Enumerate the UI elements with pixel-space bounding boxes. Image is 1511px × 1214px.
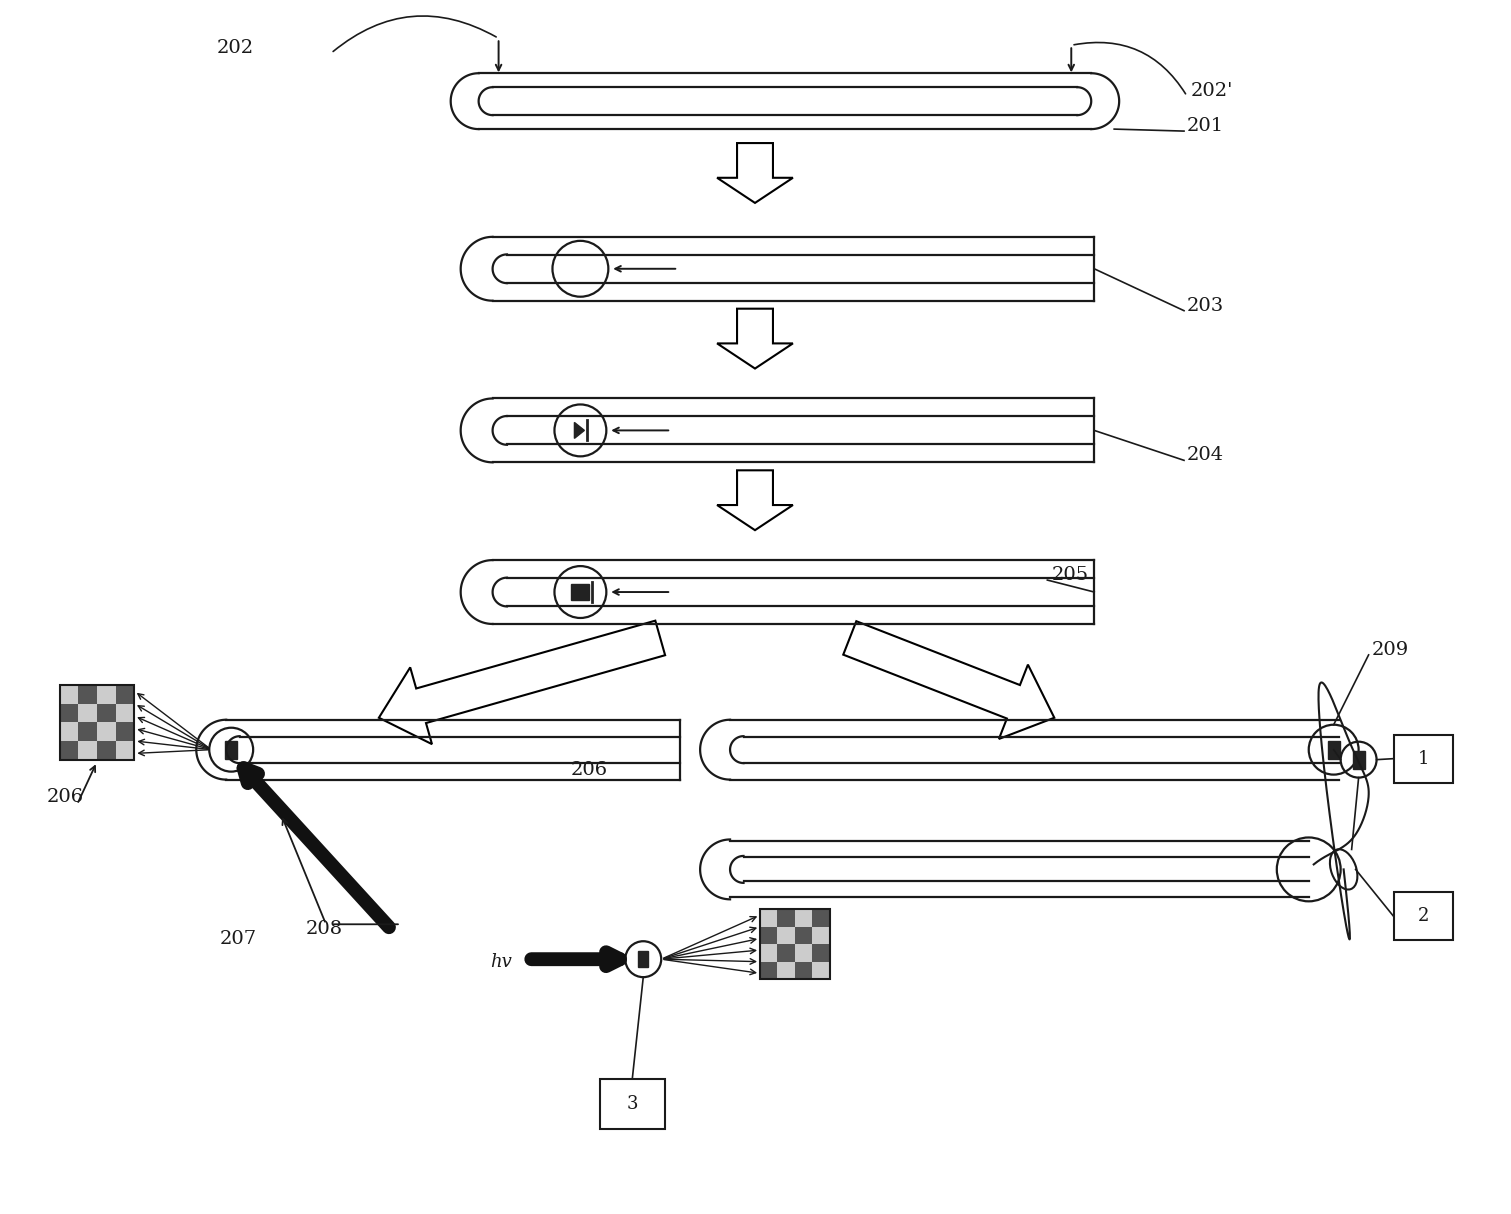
Polygon shape	[843, 622, 1055, 739]
Bar	[225, 741, 237, 759]
Bar	[760, 961, 778, 980]
Bar	[116, 722, 134, 741]
Bar	[59, 704, 79, 722]
Bar	[813, 909, 830, 926]
Bar	[116, 685, 134, 704]
Bar	[116, 704, 134, 722]
Bar	[97, 685, 116, 704]
Bar	[571, 584, 589, 600]
Bar	[59, 685, 79, 704]
Bar	[778, 944, 795, 961]
Bar	[97, 741, 116, 760]
Bar	[760, 909, 830, 980]
Text: 202: 202	[216, 39, 254, 57]
Text: hv: hv	[491, 953, 512, 971]
Bar	[1328, 741, 1340, 759]
Bar	[795, 909, 813, 926]
Bar	[778, 961, 795, 980]
Text: 208: 208	[307, 920, 343, 938]
Bar	[1393, 892, 1454, 940]
Polygon shape	[718, 143, 793, 203]
Text: 3: 3	[627, 1095, 639, 1113]
Text: 201: 201	[1188, 117, 1224, 135]
Bar	[778, 926, 795, 944]
Polygon shape	[574, 422, 585, 438]
Bar	[79, 741, 97, 760]
Bar	[79, 685, 97, 704]
Bar	[638, 952, 648, 968]
Bar	[813, 926, 830, 944]
Bar	[97, 704, 116, 722]
Polygon shape	[718, 308, 793, 369]
Bar	[813, 961, 830, 980]
Bar	[813, 944, 830, 961]
Bar	[778, 909, 795, 926]
Bar	[1393, 734, 1454, 783]
Bar	[1352, 750, 1364, 768]
Bar	[795, 944, 813, 961]
Text: 2: 2	[1417, 907, 1429, 925]
Bar	[760, 926, 778, 944]
Bar	[79, 704, 97, 722]
Text: 209: 209	[1372, 641, 1408, 659]
Text: 202': 202'	[1191, 83, 1233, 101]
Polygon shape	[379, 620, 665, 744]
Bar	[59, 741, 79, 760]
Polygon shape	[718, 470, 793, 531]
Bar	[97, 722, 116, 741]
Text: 206: 206	[47, 788, 83, 806]
Bar	[795, 926, 813, 944]
Bar	[79, 722, 97, 741]
Text: 207: 207	[219, 930, 257, 948]
Text: 203: 203	[1188, 296, 1224, 314]
Text: 205: 205	[1052, 566, 1088, 584]
Bar	[795, 961, 813, 980]
Bar	[760, 944, 778, 961]
Bar	[600, 1079, 665, 1129]
Text: 206: 206	[571, 761, 607, 778]
Bar	[760, 909, 778, 926]
Text: 1: 1	[1417, 750, 1429, 767]
Bar	[59, 685, 134, 760]
Bar	[116, 741, 134, 760]
Text: 204: 204	[1188, 447, 1224, 464]
Bar	[59, 722, 79, 741]
